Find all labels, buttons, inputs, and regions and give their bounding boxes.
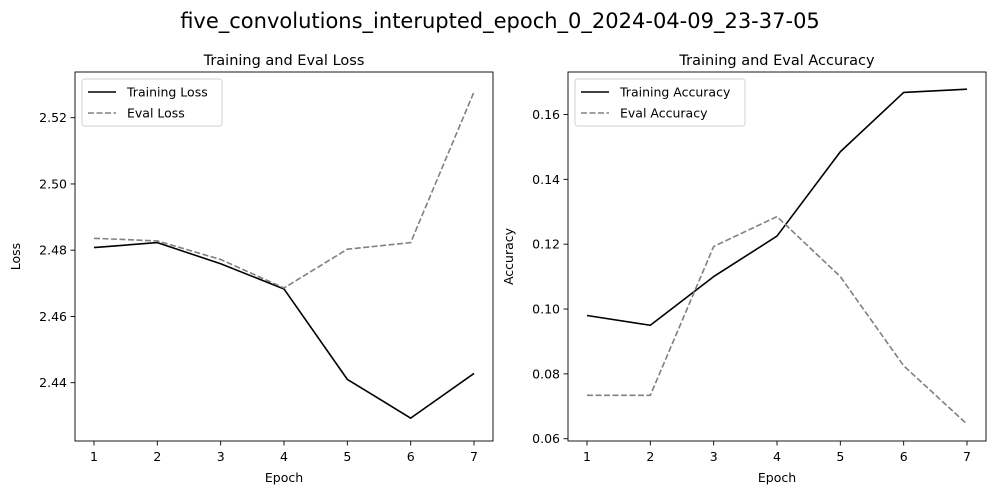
loss-series-training-loss [93,241,475,419]
accuracy-x-tick-label: 7 [963,449,971,464]
accuracy-chart-title: Training and Eval Accuracy [678,53,875,69]
accuracy-y-tick-label: 0.16 [532,107,560,122]
accuracy-x-tick-label: 1 [583,449,591,464]
loss-x-tick-label: 7 [470,449,478,464]
accuracy-y-tick-label: 0.06 [532,431,560,446]
loss-chart: Training and Eval Loss 1 2 3 4 5 6 7 2.44 2.46 2.4… [8,53,494,485]
loss-x-tick-label: 4 [280,449,288,464]
loss-x-tick-label: 1 [90,449,98,464]
loss-plot-frame [74,71,494,442]
accuracy-x-tick-label: 4 [773,449,781,464]
figure-suptitle: five_convolutions_interupted_epoch_0_202… [180,9,820,34]
accuracy-x-tick-label: 2 [646,449,654,464]
accuracy-legend-label-eval-accuracy: Eval Accuracy [620,106,708,121]
accuracy-legend-label-training-accuracy: Training Accuracy [619,85,731,100]
loss-chart-title: Training and Eval Loss [203,53,365,69]
loss-y-tick-label: 2.48 [39,243,67,258]
accuracy-x-axis-label: Epoch [758,470,796,485]
loss-series-eval-loss [93,91,475,289]
loss-legend-label-training-loss: Training Loss [126,85,208,100]
accuracy-legend-box [574,78,746,127]
accuracy-y-tick-label: 0.10 [532,302,560,317]
accuracy-y-tick-label: 0.08 [532,366,560,381]
loss-y-axis-label: Loss [8,243,23,270]
loss-x-axis-label: Epoch [265,470,303,485]
accuracy-chart: Training and Eval Accuracy 1 2 3 4 5 6 7 0.06 0.0… [501,53,987,485]
accuracy-y-tick-label: 0.12 [532,237,560,252]
loss-x-tick-label: 3 [217,449,225,464]
accuracy-y-axis-label: Accuracy [501,227,516,285]
loss-y-tick-label: 2.50 [39,176,67,191]
accuracy-x-tick-label: 6 [900,449,908,464]
accuracy-plot-frame [567,71,987,442]
loss-y-tick-label: 2.52 [39,110,67,125]
loss-x-tick-label: 5 [343,449,351,464]
loss-x-tick-label: 6 [407,449,415,464]
accuracy-series-training-accuracy [586,88,968,327]
accuracy-y-tick-label: 0.14 [532,172,560,187]
loss-y-tick-label: 2.46 [39,309,67,324]
accuracy-series-eval-accuracy [587,215,968,425]
loss-legend-label-eval-loss: Eval Loss [127,106,185,121]
loss-legend: Training Loss Eval Loss [81,78,223,127]
accuracy-x-tick-label: 5 [836,449,844,464]
loss-y-tick-label: 2.44 [39,375,67,390]
loss-x-tick-label: 2 [153,449,161,464]
loss-legend-box [81,78,223,127]
accuracy-legend: Training Accuracy Eval Accuracy [574,78,746,127]
accuracy-x-tick-label: 3 [710,449,718,464]
